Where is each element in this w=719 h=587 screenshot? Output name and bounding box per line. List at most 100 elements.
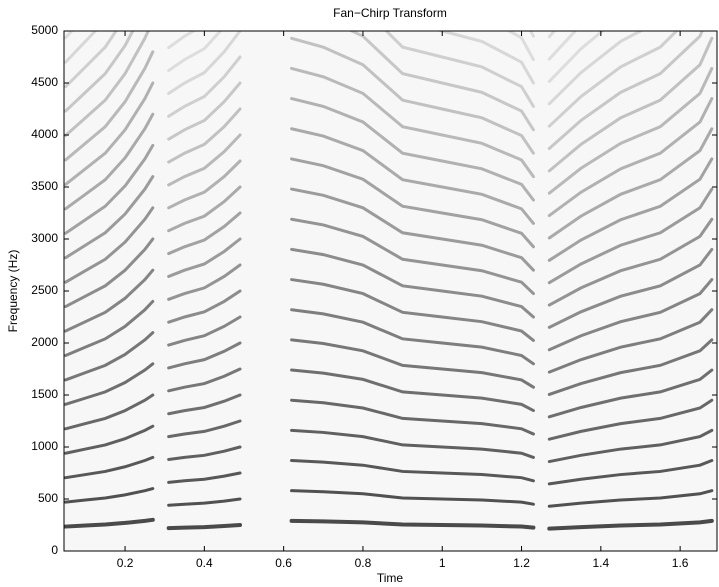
harmonic-track: [64, 31, 98, 64]
harmonic-track: [547, 31, 704, 151]
x-tick-label: 0.8: [355, 556, 372, 570]
harmonic-track: [506, 31, 535, 62]
plot-background: [64, 31, 717, 551]
harmonic-track: [290, 308, 535, 366]
y-tick-label: 1500: [31, 387, 58, 401]
harmonic-track: [64, 81, 155, 186]
harmonic-track: [547, 308, 714, 374]
x-tick-label: 0.6: [275, 556, 292, 570]
y-tick-label: 500: [38, 491, 58, 505]
harmonic-track: [64, 487, 155, 504]
harmonic-track: [64, 31, 150, 138]
chart-title: Fan−Chirp Transform: [333, 6, 447, 20]
harmonic-track: [64, 424, 155, 455]
harmonic-track: [436, 31, 535, 85]
spectrogram-area: [64, 31, 714, 531]
harmonic-track: [290, 217, 535, 296]
harmonic-track: [547, 127, 714, 240]
x-tick-label: 1.4: [592, 556, 609, 570]
harmonic-track: [547, 278, 714, 352]
harmonic-track: [290, 66, 535, 179]
harmonic-track: [547, 368, 714, 419]
harmonic-track: [64, 455, 155, 480]
harmonic-track: [167, 393, 242, 416]
y-tick-label: 5000: [31, 23, 58, 37]
y-tick-label: 3500: [31, 179, 58, 193]
harmonic-track: [167, 237, 242, 278]
harmonic-track: [167, 471, 242, 484]
harmonic-track: [547, 398, 714, 441]
harmonic-track: [167, 419, 242, 439]
harmonic-track: [167, 159, 242, 210]
fundamental-track: [547, 518, 714, 531]
harmonic-track: [290, 247, 535, 319]
x-tick-label: 1.6: [672, 556, 689, 570]
harmonic-track: [290, 127, 535, 225]
harmonic-track: [547, 338, 714, 396]
harmonic-track: [290, 338, 535, 389]
harmonic-track: [64, 393, 155, 431]
harmonic-track: [290, 489, 535, 506]
harmonic-track: [547, 36, 714, 173]
y-tick-label: 2000: [31, 335, 58, 349]
harmonic-track: [167, 31, 197, 50]
harmonic-track: [547, 217, 714, 307]
harmonic-track: [64, 50, 155, 162]
fundamental-track: [166, 523, 243, 531]
harmonic-track: [64, 206, 155, 284]
harmonic-track: [547, 31, 605, 83]
y-tick-label: 1000: [31, 439, 58, 453]
harmonic-track: [290, 187, 535, 272]
harmonic-track: [290, 157, 535, 249]
harmonic-track: [167, 31, 223, 73]
harmonic-track: [64, 112, 155, 211]
harmonic-track: [167, 55, 242, 118]
harmonic-track: [64, 31, 135, 113]
harmonic-track: [547, 459, 714, 486]
harmonic-track: [167, 263, 242, 301]
harmonic-track: [64, 31, 118, 89]
harmonic-track: [64, 143, 155, 235]
harmonic-track: [64, 299, 155, 357]
y-tick-label: 3000: [31, 231, 58, 245]
harmonic-track: [64, 331, 155, 382]
harmonic-track: [167, 107, 242, 164]
harmonic-track: [64, 175, 155, 260]
harmonic-track: [167, 31, 242, 95]
x-axis-label: Time: [377, 571, 404, 585]
x-tick-label: 0.2: [117, 556, 134, 570]
harmonic-track: [167, 185, 242, 233]
harmonic-track: [167, 315, 242, 347]
harmonic-track: [167, 445, 242, 461]
harmonic-track: [167, 289, 242, 324]
harmonic-track: [167, 341, 242, 370]
harmonic-track: [547, 66, 714, 195]
harmonic-track: [547, 489, 714, 508]
y-axis-label: Frequency (Hz): [6, 250, 20, 333]
harmonic-track: [167, 81, 242, 141]
harmonic-track: [167, 133, 242, 187]
harmonic-track: [547, 31, 679, 128]
harmonic-track: [167, 211, 242, 256]
harmonic-track: [547, 187, 714, 285]
y-tick-label: 4500: [31, 75, 58, 89]
harmonic-track: [547, 157, 714, 262]
fundamental-track: [64, 517, 155, 529]
harmonic-track: [167, 497, 242, 507]
harmonic-track: [290, 36, 535, 155]
y-tick-label: 0: [51, 543, 58, 557]
x-tick-label: 1: [439, 556, 446, 570]
harmonic-track: [290, 398, 535, 436]
x-tick-label: 1.2: [513, 556, 530, 570]
x-tick-label: 0.4: [196, 556, 213, 570]
harmonic-track: [290, 459, 535, 483]
harmonic-track: [64, 362, 155, 406]
harmonic-track: [290, 368, 535, 413]
y-tick-label: 2500: [31, 283, 58, 297]
harmonic-track: [290, 428, 535, 459]
harmonic-track: [64, 268, 155, 333]
harmonic-track: [547, 97, 714, 218]
harmonic-track: [547, 428, 714, 464]
y-tick-label: 4000: [31, 127, 58, 141]
fundamental-track: [289, 518, 536, 530]
